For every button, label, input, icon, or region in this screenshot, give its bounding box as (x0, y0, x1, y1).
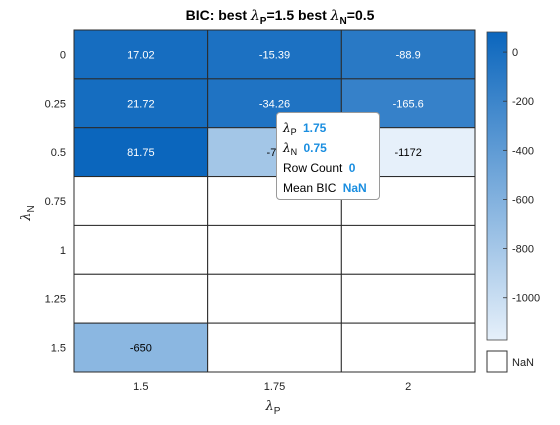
x-tick-labels: 1.5 1.75 2 (133, 381, 411, 393)
cell-value-label: -165.6 (393, 98, 424, 110)
tooltip-row-count-value: 0 (348, 161, 356, 175)
tooltip-n-subscript: N (290, 147, 298, 157)
tooltip-lambda-symbol: λ (283, 141, 291, 155)
tooltip-lambda-p-row: λP 1.75 (283, 118, 373, 138)
y-tick-label: 0.5 (51, 147, 66, 159)
x-axis-label: λP (265, 399, 281, 417)
cell-value-label: -34.26 (259, 98, 290, 110)
x-tick-label: 1.5 (133, 381, 148, 393)
heatmap-cell (340, 322, 476, 373)
colorbar-tick-label: -400 (512, 145, 534, 157)
nan-swatch (486, 350, 508, 373)
cell-value-label: 17.02 (127, 49, 155, 61)
tooltip-row-count-label: Row Count (283, 161, 343, 175)
y-axis-label: λN (19, 205, 37, 221)
tooltip-lambda-symbol: λ (283, 121, 291, 135)
heatmap-cell (73, 224, 209, 275)
nan-legend-label: NaN (512, 357, 534, 369)
tooltip-mean-bic-row: Mean BIC NaN (283, 178, 373, 198)
data-tip: λP 1.75 λN 0.75 Row Count 0 Mean BIC NaN (276, 112, 380, 200)
y-tick-labels: 0 0.25 0.5 0.75 1 1.25 1.5 (45, 49, 66, 354)
tooltip-lambda-n-row: λN 0.75 (283, 138, 373, 158)
chart-title: BIC: best λP=1.5 best λN=0.5 (186, 7, 375, 27)
cell-value-label: -650 (130, 343, 152, 355)
heatmap-cell (207, 273, 342, 324)
tooltip-row-count-row: Row Count 0 (283, 158, 373, 178)
tooltip-p-subscript: P (290, 127, 297, 137)
tooltip-lambda-n-value: 0.75 (303, 141, 327, 155)
heatmap-cell (73, 176, 209, 226)
tooltip-lambda-p-value: 1.75 (302, 121, 327, 135)
y-tick-label: 1 (60, 245, 66, 257)
cell-value-label: -88.9 (396, 49, 421, 61)
heatmap-cell (73, 78, 209, 129)
y-tick-label: 1.5 (51, 343, 66, 355)
cell-value-label: -15.39 (259, 49, 290, 61)
y-tick-label: 1.25 (45, 294, 66, 306)
cell-value-label: 81.75 (127, 147, 155, 159)
y-tick-label: 0.25 (45, 98, 66, 110)
heatmap-cell (207, 322, 342, 373)
heatmap-cell (340, 224, 476, 275)
colorbar-ticks: 0 -200 -400 -600 -800 -1000 (503, 47, 540, 305)
heatmap-cell (340, 29, 476, 80)
y-tick-label: 0.75 (45, 196, 66, 208)
x-tick-label: 1.75 (264, 381, 285, 393)
colorbar-tick-label: -1000 (512, 293, 540, 305)
heatmap-cell (207, 29, 342, 80)
cell-value-label: 21.72 (127, 98, 155, 110)
colorbar-tick-label: -800 (512, 244, 534, 256)
colorbar-tick-label: -200 (512, 96, 534, 108)
x-tick-label: 2 (405, 381, 411, 393)
heatmap-cell (207, 224, 342, 275)
colorbar-tick-label: 0 (512, 47, 518, 59)
heatmap-cell (340, 273, 476, 324)
y-tick-label: 0 (60, 49, 66, 61)
heatmap-cell (73, 273, 209, 324)
heatmap-cells: 17.02 -15.39 -88.921.72 -34.26 -165.681.75 -7… (73, 29, 476, 373)
colorbar (486, 31, 508, 341)
heatmap-cell (73, 322, 209, 373)
heatmap-cell (73, 29, 209, 80)
tooltip-mean-bic-value: NaN (342, 181, 367, 195)
colorbar-tick-label: -600 (512, 194, 534, 206)
tooltip-mean-bic-label: Mean BIC (283, 181, 337, 195)
cell-value-label: -1172 (395, 147, 422, 159)
